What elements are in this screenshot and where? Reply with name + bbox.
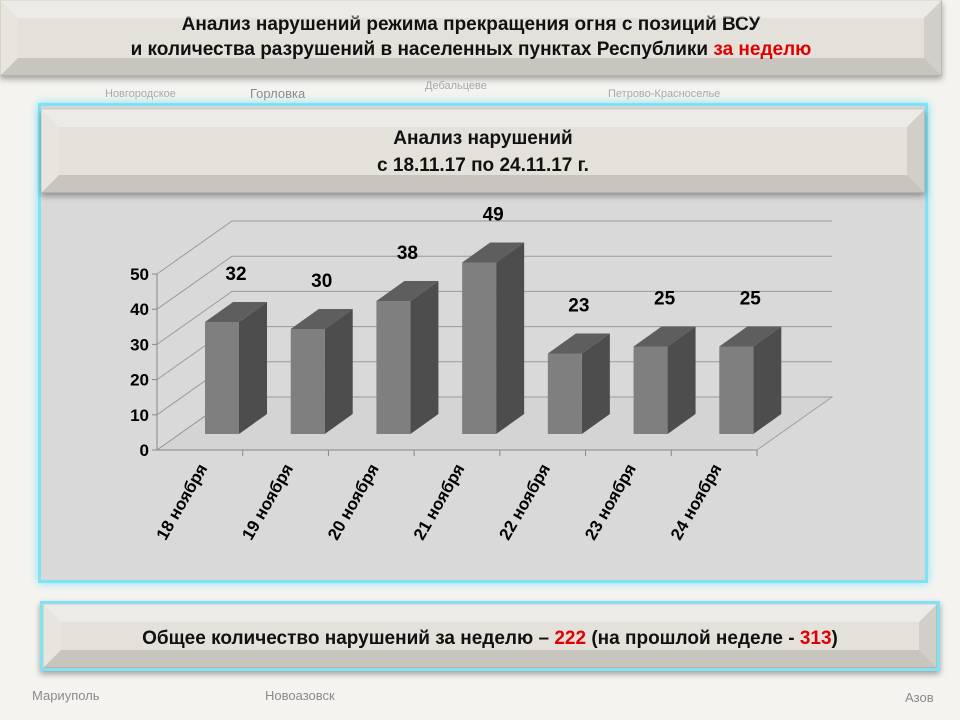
bar-top <box>719 326 782 347</box>
map-label: Новгородское <box>105 88 176 100</box>
map-label: Новоазовск <box>265 688 335 703</box>
slide-title: Анализ нарушений режима прекращения огня… <box>0 0 942 76</box>
map-label: Мариуполь <box>32 688 100 703</box>
data-label: 23 <box>568 296 589 317</box>
bar-side <box>324 309 353 434</box>
summary-box: Общее количество нарушений за неделю – 2… <box>40 601 940 671</box>
bar-side <box>496 242 525 434</box>
gridline <box>156 220 832 275</box>
bar-top <box>633 326 696 347</box>
chart-period: с 18.11.17 по 24.11.17 г. <box>377 155 589 176</box>
x-tick-label: 22 ноября <box>495 461 554 544</box>
data-label: 38 <box>397 243 418 264</box>
bar-side <box>581 333 610 434</box>
title-line-2-text: и количества разрушений в населенных пун… <box>130 39 714 60</box>
bar <box>205 322 239 434</box>
map-label: Азов <box>905 690 934 705</box>
bar <box>547 353 582 434</box>
summary-end: ) <box>831 628 838 649</box>
bar-top <box>547 333 610 354</box>
summary-text: Общее количество нарушений за неделю – <box>142 628 555 649</box>
bar-top <box>376 281 439 301</box>
chart-panel: 0 10 20 30 40 50 32 18 ноября 30 19 ноября 38 20 но… <box>38 103 928 583</box>
data-label: 32 <box>225 264 246 285</box>
bar <box>290 329 325 434</box>
data-label: 49 <box>483 205 504 226</box>
bar-top <box>290 309 353 329</box>
bar-top <box>205 302 267 322</box>
title-highlight: за неделю <box>713 39 812 60</box>
x-tick-label: 24 ноября <box>667 461 726 544</box>
bar-top <box>462 242 525 263</box>
bar <box>719 346 754 434</box>
summary-mid: (на прошлой неделе - <box>586 628 800 649</box>
summary-total: 222 <box>554 628 587 649</box>
chart-title: Анализ нарушений <box>393 128 573 149</box>
x-tick-label: 19 ноября <box>238 461 297 544</box>
y-tick-label: 40 <box>130 300 149 319</box>
bar-side <box>753 326 782 434</box>
x-tick-label: 21 ноября <box>410 461 469 544</box>
y-tick-label: 50 <box>130 265 149 284</box>
x-tick-label: 18 ноября <box>153 461 212 544</box>
chart-header: Анализ нарушений с 18.11.17 по 24.11.17 … <box>41 109 925 193</box>
bar <box>376 301 411 434</box>
bar-side <box>667 326 696 434</box>
gridline <box>156 290 832 345</box>
title-line-2: и количества разрушений в населенных пун… <box>0 37 942 62</box>
data-label: 25 <box>654 289 676 310</box>
bar-side <box>410 281 439 434</box>
y-tick-label: 30 <box>130 335 149 354</box>
bar-chart: 0 10 20 30 40 50 32 18 ноября 30 19 ноября 38 20 но… <box>130 205 834 544</box>
map-label: Петрово-Красноселье <box>608 88 721 100</box>
y-tick-label: 10 <box>130 406 149 425</box>
title-line-1: Анализ нарушений режима прекращения огня… <box>181 14 761 35</box>
bar-side <box>239 302 267 434</box>
bar <box>462 262 497 434</box>
x-tick-label: 20 ноября <box>324 461 383 544</box>
y-tick-label: 0 <box>140 441 149 460</box>
data-label: 30 <box>311 271 332 292</box>
y-tick-label: 20 <box>130 371 149 390</box>
x-tick-label: 23 ноября <box>581 461 640 544</box>
gridline <box>156 255 832 310</box>
map-label: Горловка <box>250 86 306 101</box>
data-label: 25 <box>740 289 762 310</box>
summary-previous: 313 <box>799 628 832 649</box>
bar <box>633 346 668 434</box>
map-label: Дебальцеве <box>425 80 487 92</box>
